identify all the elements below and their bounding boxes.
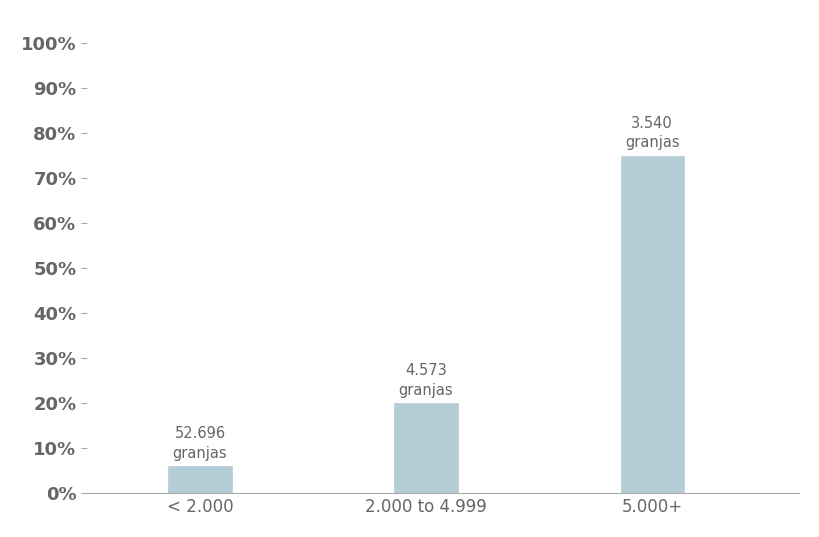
- Text: 4.573
granjas: 4.573 granjas: [398, 363, 453, 398]
- Text: 3.540
granjas: 3.540 granjas: [624, 115, 679, 150]
- Bar: [168, 466, 231, 494]
- Text: 52.696
granjas: 52.696 granjas: [173, 426, 227, 461]
- Bar: [394, 403, 457, 494]
- Bar: [620, 156, 683, 494]
